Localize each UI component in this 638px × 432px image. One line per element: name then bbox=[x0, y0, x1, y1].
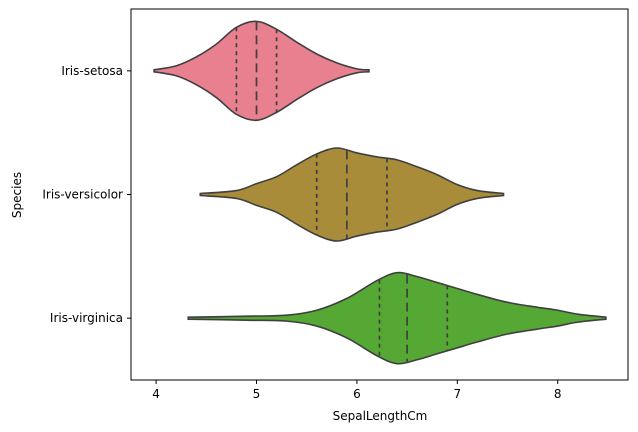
y-tick-label: Iris-virginica bbox=[50, 311, 123, 325]
y-tick-label: Iris-setosa bbox=[61, 64, 123, 78]
x-tick-label: 8 bbox=[554, 387, 562, 401]
violin-iris-versicolor bbox=[199, 147, 505, 242]
y-axis-label: Species bbox=[10, 172, 24, 218]
violin-iris-setosa bbox=[153, 20, 370, 122]
x-axis-ticks: 4 5 6 7 8 bbox=[152, 380, 562, 401]
x-tick-label: 6 bbox=[353, 387, 361, 401]
y-tick-label: Iris-versicolor bbox=[42, 188, 123, 202]
y-axis-ticks: Iris-setosa Iris-versicolor Iris-virginica bbox=[42, 64, 131, 325]
x-tick-label: 4 bbox=[152, 387, 160, 401]
violins-layer bbox=[153, 20, 607, 365]
x-axis-label: SepalLengthCm bbox=[333, 409, 428, 423]
x-tick-label: 5 bbox=[253, 387, 261, 401]
x-tick-label: 7 bbox=[453, 387, 461, 401]
violin-iris-virginica bbox=[187, 271, 607, 365]
